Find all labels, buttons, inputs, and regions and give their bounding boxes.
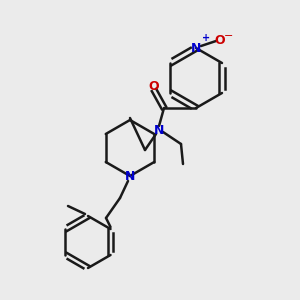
Text: N: N: [125, 169, 135, 182]
Text: O: O: [149, 80, 159, 92]
Text: +: +: [202, 33, 210, 43]
Text: −: −: [224, 31, 234, 41]
Text: N: N: [154, 124, 164, 136]
Text: N: N: [191, 41, 201, 55]
Text: O: O: [215, 34, 225, 46]
